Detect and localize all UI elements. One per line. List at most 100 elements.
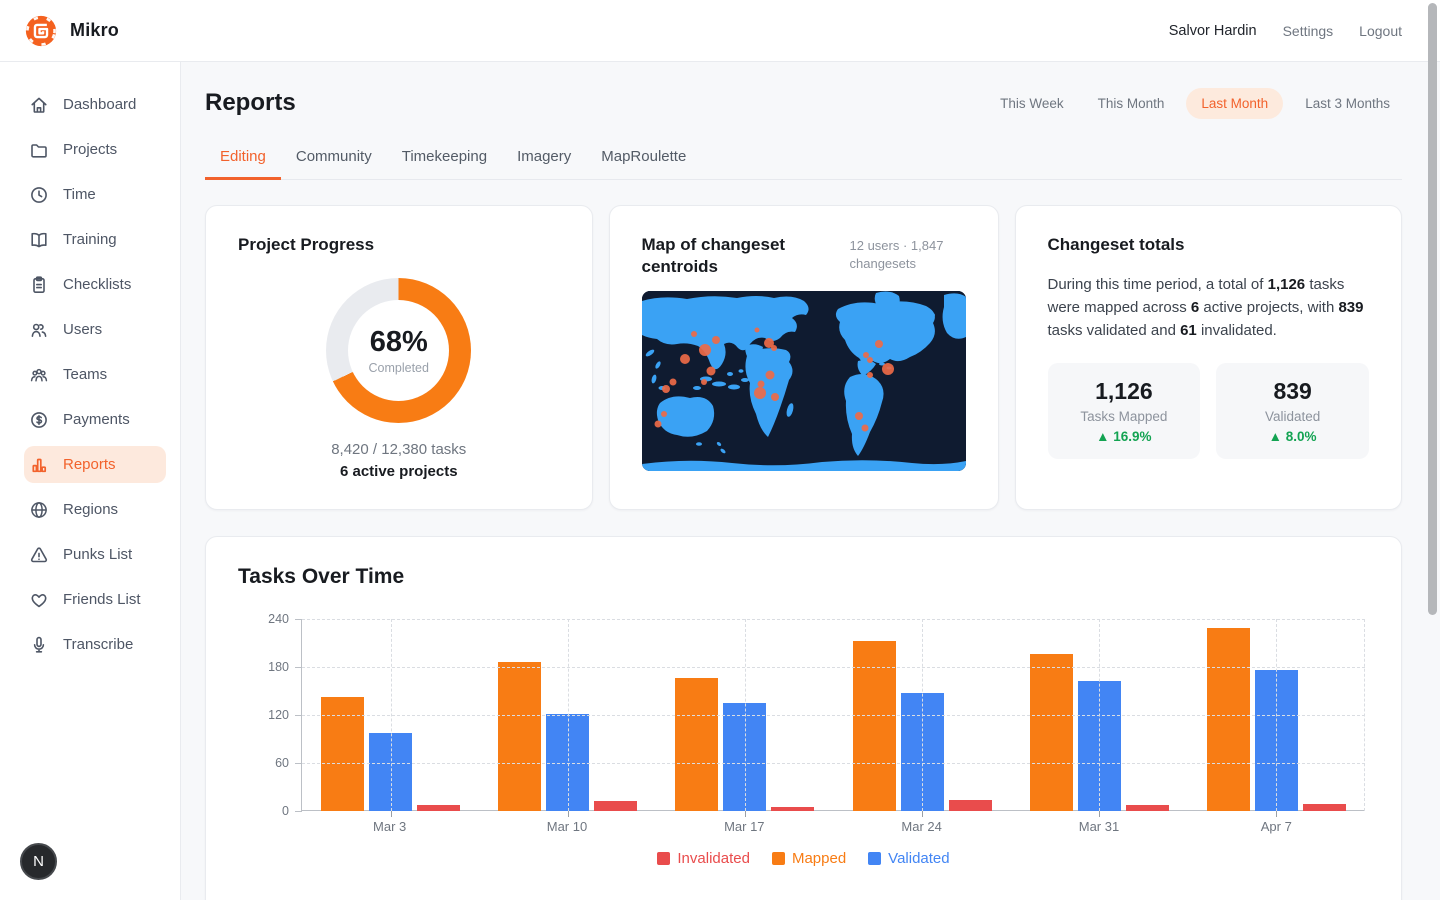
sidebar-item-training[interactable]: Training xyxy=(24,221,166,258)
bar-mapped xyxy=(852,641,896,811)
gridline-v xyxy=(567,619,569,811)
sidebar-item-label: Projects xyxy=(63,141,118,158)
changeset-map-card: Map of changeset centroids 12 users · 1,… xyxy=(608,205,999,510)
clock-icon xyxy=(31,186,47,203)
stat-tasks-mapped: 1,126 Tasks Mapped ▲ 16.9% xyxy=(1047,362,1201,459)
progress-caption: Completed xyxy=(368,361,429,376)
legend-item-validated[interactable]: Validated xyxy=(868,850,950,867)
x-axis-label: Apr 7 xyxy=(1260,819,1292,834)
map-card-title: Map of changeset centroids xyxy=(641,235,786,277)
sidebar-item-users[interactable]: Users xyxy=(24,311,166,348)
sidebar-item-dashboard[interactable]: Dashboard xyxy=(24,86,166,123)
dollar-icon xyxy=(31,411,47,428)
world-map xyxy=(641,291,966,472)
time-filters: This Week This Month Last Month Last 3 M… xyxy=(988,87,1402,119)
user-name[interactable]: Salvor Hardin xyxy=(1168,22,1257,39)
y-axis-label: 60 xyxy=(275,756,289,770)
legend-swatch xyxy=(657,852,671,865)
legend-label: Validated xyxy=(888,850,950,867)
progress-percent: 68% xyxy=(369,326,428,359)
gridline-h xyxy=(302,715,1365,716)
gridline-h xyxy=(302,619,1365,620)
teams-icon xyxy=(30,368,48,382)
sidebar-item-label: Regions xyxy=(63,501,119,518)
sidebar-item-time[interactable]: Time xyxy=(24,176,166,213)
sidebar-item-projects[interactable]: Projects xyxy=(24,131,166,168)
stat-delta: ▲ 8.0% xyxy=(1268,428,1317,444)
x-axis-label: Mar 31 xyxy=(1078,819,1120,834)
sidebar-item-punks-list[interactable]: Punks List xyxy=(24,536,166,573)
tab-editing[interactable]: Editing xyxy=(205,140,281,180)
sidebar-item-label: Payments xyxy=(63,411,130,428)
scrollbar-thumb[interactable] xyxy=(1428,3,1437,615)
bar-mapped xyxy=(1206,627,1250,811)
bar-invalidated xyxy=(594,801,638,811)
stat-value: 1,126 xyxy=(1095,377,1153,404)
sidebar-item-teams[interactable]: Teams xyxy=(24,356,166,393)
tasks-over-time-card: Tasks Over Time 0 60 120 180 240 Mar 3 Mar 10… xyxy=(205,536,1402,900)
y-axis-tick xyxy=(295,619,302,620)
project-progress-card: Project Progress 68% Completed 8,420 / 1… xyxy=(205,205,593,510)
y-axis-tick xyxy=(295,715,302,716)
x-axis-label: Mar 10 xyxy=(546,819,588,834)
legend-label: Mapped xyxy=(791,850,847,867)
totals-summary: During this time period, a total of 1,12… xyxy=(1047,276,1364,339)
avatar[interactable]: N xyxy=(20,843,57,880)
gridline-v xyxy=(744,619,746,811)
gridline-v xyxy=(1364,619,1365,811)
filter-last-3-months[interactable]: Last 3 Months xyxy=(1293,88,1402,119)
sidebar-item-label: Time xyxy=(63,186,96,203)
warning-icon xyxy=(30,546,48,562)
y-axis-tick xyxy=(295,763,302,764)
changeset-totals-card: Changeset totals During this time period… xyxy=(1014,205,1402,510)
tasks-count: 8,420 / 12,380 tasks xyxy=(331,441,467,459)
sidebar-item-transcribe[interactable]: Transcribe xyxy=(24,626,166,663)
filter-this-month[interactable]: This Month xyxy=(1086,88,1177,119)
chart-legend: Invalidated Mapped Validated xyxy=(238,850,1369,867)
legend-item-invalidated[interactable]: Invalidated xyxy=(657,850,750,867)
sidebar-item-friends-list[interactable]: Friends List xyxy=(24,581,166,618)
sidebar-item-label: Dashboard xyxy=(63,96,137,113)
y-axis-label: 180 xyxy=(268,660,289,674)
main-content: Reports This Week This Month Last Month … xyxy=(181,62,1440,900)
bar-invalidated xyxy=(417,805,461,811)
sidebar-item-reports[interactable]: Reports xyxy=(24,446,166,483)
bar-plot-groups xyxy=(302,619,1365,817)
users-icon xyxy=(31,323,47,337)
progress-card-title: Project Progress xyxy=(238,235,375,254)
brand-name: Mikro xyxy=(70,20,120,40)
home-icon xyxy=(31,97,47,113)
bar-mapped xyxy=(498,662,542,811)
legend-swatch xyxy=(868,852,882,865)
sidebar-item-regions[interactable]: Regions xyxy=(24,491,166,528)
logout-link[interactable]: Logout xyxy=(1359,22,1402,39)
stat-label: Validated xyxy=(1264,408,1321,424)
tab-community[interactable]: Community xyxy=(281,140,387,180)
tab-timekeeping[interactable]: Timekeeping xyxy=(387,140,502,180)
filter-this-week[interactable]: This Week xyxy=(988,88,1076,119)
sidebar-item-checklists[interactable]: Checklists xyxy=(24,266,166,303)
page-title: Reports xyxy=(205,89,296,116)
sidebar-item-label: Training xyxy=(63,231,117,248)
y-axis-label: 120 xyxy=(268,708,289,722)
stat-value: 839 xyxy=(1273,377,1312,404)
globe-icon xyxy=(31,501,47,518)
stat-validated: 839 Validated ▲ 8.0% xyxy=(1216,362,1369,459)
totals-card-title: Changeset totals xyxy=(1047,235,1185,254)
bar-invalidated xyxy=(771,807,815,811)
legend-item-mapped[interactable]: Mapped xyxy=(771,850,847,867)
bar-chart-icon xyxy=(32,458,47,472)
brand[interactable]: Mikro xyxy=(24,14,119,48)
folder-icon xyxy=(31,143,47,158)
sidebar-item-payments[interactable]: Payments xyxy=(24,401,166,438)
settings-link[interactable]: Settings xyxy=(1282,22,1334,39)
changeset-dots xyxy=(654,327,894,432)
gridline-h xyxy=(302,763,1365,764)
legend-label: Invalidated xyxy=(677,850,750,867)
filter-last-month[interactable]: Last Month xyxy=(1186,87,1284,119)
map-card-subtitle: 12 users · 1,847 changesets xyxy=(849,238,944,271)
tab-maproulette[interactable]: MapRoulette xyxy=(586,140,701,180)
microphone-icon xyxy=(33,636,45,653)
tab-imagery[interactable]: Imagery xyxy=(502,140,586,180)
sidebar-item-label: Punks List xyxy=(63,546,133,563)
